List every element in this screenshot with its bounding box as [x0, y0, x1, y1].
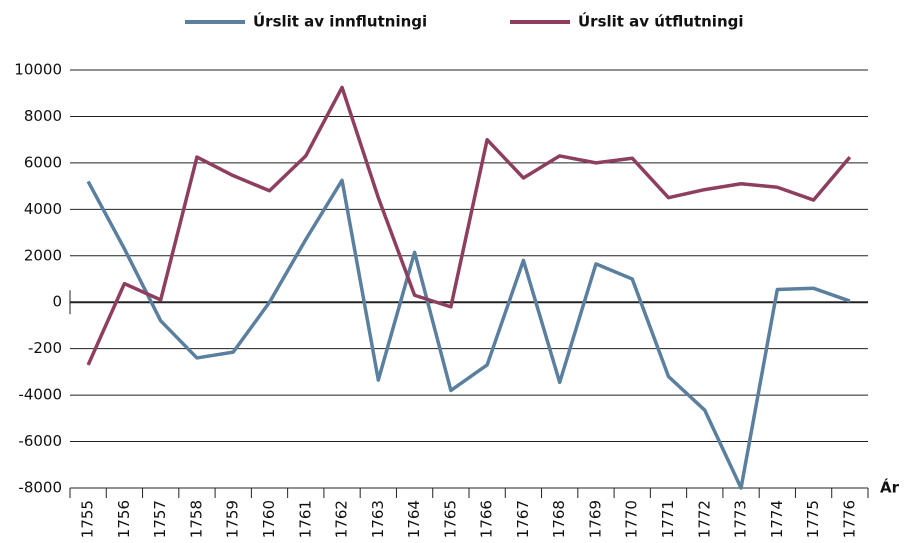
x-tick-label: 1769: [586, 500, 604, 538]
y-tick-label: -200: [28, 339, 62, 357]
x-tick-label: 1761: [296, 500, 314, 538]
x-tick-label: 1756: [115, 500, 133, 538]
x-tick-label: 1760: [260, 500, 278, 538]
legend-label: Úrslit av innflutningi: [253, 12, 427, 31]
x-tick-label: 1768: [550, 500, 568, 538]
y-tick-label: 2000: [24, 246, 62, 264]
x-tick-label: 1764: [405, 500, 423, 538]
x-tick-label: 1773: [732, 500, 750, 538]
y-tick-label: 6000: [24, 153, 62, 171]
x-axis-label: Ár: [880, 478, 900, 497]
x-tick-label: 1766: [478, 500, 496, 538]
x-tick-label: 1772: [695, 500, 713, 538]
x-tick-label: 1755: [79, 500, 97, 538]
x-tick-label: 1771: [659, 500, 677, 538]
x-tick-label: 1775: [804, 500, 822, 538]
x-tick-label: 1759: [224, 500, 242, 538]
x-tick-label: 1776: [840, 500, 858, 538]
y-tick-label: 4000: [24, 200, 62, 218]
line-series: [86, 178, 851, 490]
x-tick-label: 1765: [441, 500, 459, 538]
x-tick-label: 1767: [514, 500, 532, 538]
x-tick-label: 1762: [333, 500, 351, 538]
x-tick-label: 1757: [151, 500, 169, 538]
x-tick-label: 1763: [369, 500, 387, 538]
x-tick-label: 1770: [623, 500, 641, 538]
y-tick-label: -4000: [18, 386, 62, 404]
legend-label: Úrslit av útflutningi: [578, 12, 744, 31]
x-tick-label: 1774: [768, 500, 786, 538]
y-tick-label: -6000: [18, 432, 62, 450]
line-series: [86, 85, 852, 366]
y-tick-label: 10000: [14, 61, 62, 79]
y-tick-label: 8000: [24, 107, 62, 125]
y-tick-label: -8000: [18, 479, 62, 497]
x-tick-label: 1758: [187, 500, 205, 538]
y-tick-label: 0: [52, 293, 62, 311]
